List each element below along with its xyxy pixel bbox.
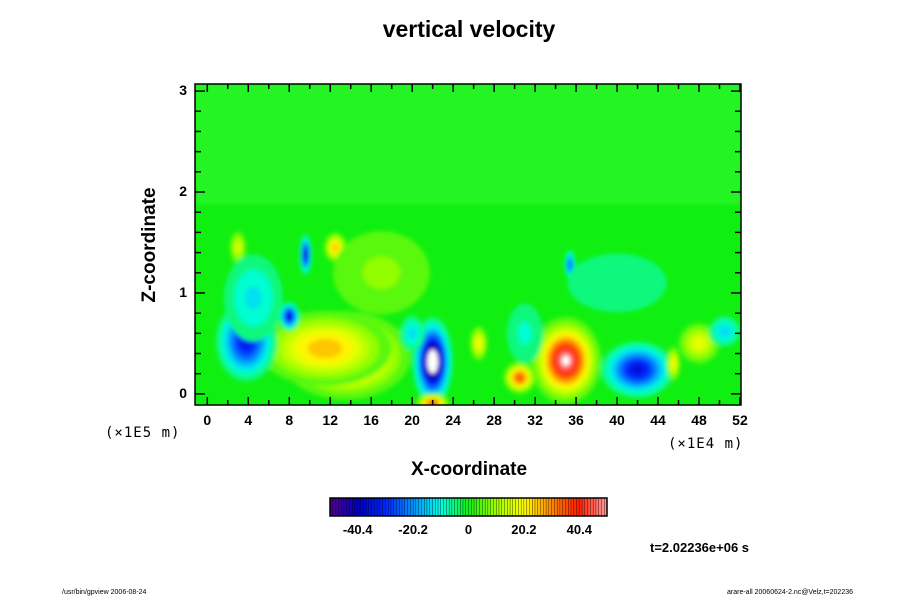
contour-level — [561, 355, 570, 366]
y-tick-label: 3 — [179, 82, 187, 99]
contour-level — [304, 250, 307, 259]
x-tick-label: 4 — [244, 412, 253, 428]
contour-level — [407, 326, 417, 340]
heatmap-feature-17 — [400, 315, 425, 352]
contour-level — [633, 366, 642, 373]
contour-level — [477, 340, 481, 347]
colorbar-tick-label: 20.2 — [511, 522, 537, 537]
heatmap-feature-19 — [666, 346, 681, 381]
y-axis-label: Z-coordinate — [139, 187, 160, 303]
contour-level — [691, 336, 707, 351]
x-tick-label: 8 — [285, 412, 294, 428]
x-tick-label: 24 — [445, 412, 461, 428]
x-tick-label: 44 — [650, 412, 666, 428]
colorbar-tick-label: 0 — [464, 522, 473, 537]
contour-level — [517, 321, 532, 345]
x-tick-label: 48 — [691, 412, 707, 428]
footer-right: arare-all 20060624-2.nc@Velz,t=202236 — [727, 589, 853, 596]
heatmap-feature-3 — [530, 316, 602, 405]
heatmap-feature-11 — [223, 254, 283, 342]
colorbar-tick-label: 40.4 — [566, 522, 592, 537]
time-label: t=2.02236e+06 s — [650, 540, 750, 555]
contour-level — [332, 243, 339, 252]
plot-frame — [194, 83, 742, 406]
heatmap-feature-12 — [564, 249, 576, 280]
x-tick-label: 28 — [486, 412, 502, 428]
y-tick-label: 2 — [179, 183, 187, 199]
x-tick-label: 40 — [609, 412, 625, 428]
x-tick-label: 36 — [568, 412, 584, 428]
contour-level — [517, 375, 522, 380]
upper-field-band — [195, 84, 741, 204]
x-tick-label: 32 — [527, 412, 543, 428]
x-tick-label: 0 — [203, 412, 212, 428]
heatmap-feature-16 — [469, 326, 488, 361]
colorbar-frame — [329, 497, 608, 517]
y-tick-label: 1 — [179, 283, 187, 300]
heatmap-feature-10 — [229, 231, 247, 264]
x-tick-label: 52 — [732, 412, 748, 428]
chart-title: vertical velocity — [382, 16, 556, 42]
heatmap-feature-14 — [708, 315, 741, 347]
y-axis-unit: (×1E5 m) — [105, 425, 181, 441]
contour-level — [245, 286, 262, 310]
x-axis-unit: (×1E4 m) — [668, 436, 744, 452]
heatmap-feature-7 — [278, 301, 300, 331]
contour-level — [427, 349, 439, 374]
x-tick-label: 12 — [322, 412, 338, 428]
x-tick-label: 20 — [404, 412, 420, 428]
contour-level — [568, 260, 572, 269]
colorbar-tick-label: -20.2 — [398, 522, 428, 537]
contour-level — [287, 313, 292, 319]
contour-level — [672, 360, 675, 367]
heatmap-feature-18 — [506, 303, 543, 364]
contour-level — [362, 256, 401, 289]
heatmap-feature-21 — [567, 253, 667, 313]
contour-level — [236, 244, 240, 251]
footer-left: /usr/bin/gpview 2006-08-24 — [62, 589, 147, 596]
heatmap-feature-20 — [333, 231, 430, 315]
x-tick-label: 16 — [363, 412, 379, 428]
y-tick-label: 0 — [179, 384, 187, 401]
colorbar-tick-label: -40.4 — [342, 522, 373, 537]
contour-level — [567, 253, 667, 313]
heatmap-feature-2 — [412, 316, 454, 405]
heatmap-feature-1 — [258, 310, 392, 386]
contour-level — [308, 338, 343, 359]
contour-level — [718, 324, 732, 338]
heatmap-feature-4 — [503, 361, 537, 395]
heatmap-feature-5 — [600, 341, 675, 399]
x-axis-label: X-coordinate — [410, 459, 528, 480]
heatmap-feature-9 — [299, 234, 312, 276]
